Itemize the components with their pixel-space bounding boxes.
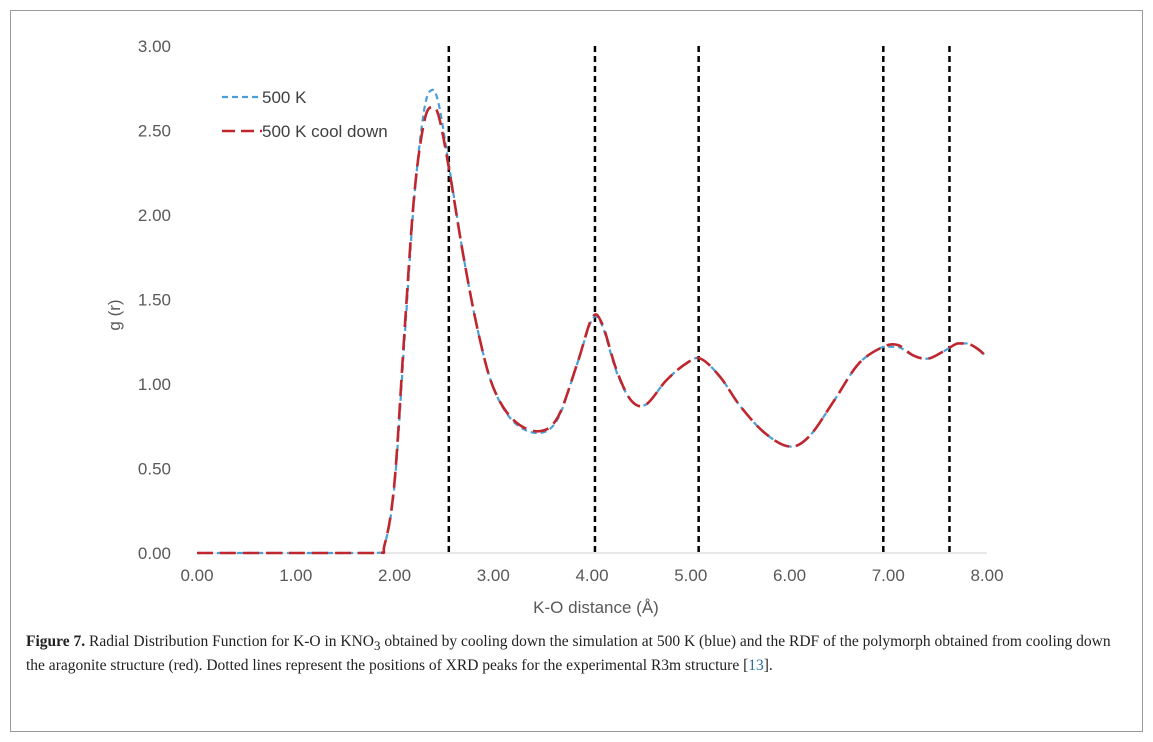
- y-tick-label: 3.00: [138, 37, 171, 56]
- caption-text-3: ].: [763, 657, 773, 675]
- x-tick-label: 1.00: [279, 566, 312, 585]
- y-tick-label: 2.50: [138, 122, 171, 141]
- x-tick-label: 4.00: [575, 566, 608, 585]
- caption-subscript: 3: [374, 638, 381, 654]
- x-tick-label: 3.00: [477, 566, 510, 585]
- series-layer: [197, 88, 988, 555]
- y-tick-label: 0.50: [138, 460, 171, 479]
- y-tick-label: 2.00: [138, 206, 171, 225]
- caption-text-2: obtained by cooling down the simulation …: [26, 633, 1111, 675]
- legend-label: 500 K cool down: [262, 122, 388, 141]
- x-tick-label: 7.00: [872, 566, 905, 585]
- y-tick-label: 1.00: [138, 375, 171, 394]
- caption-text-1: Radial Distribution Function for K-O in …: [85, 633, 375, 650]
- axes-layer: 0.00 1.00 2.00 3.00 4.00 5.00 6.00 7.00 8.00 0.00…: [138, 37, 1004, 585]
- figure-caption: Figure 7. Radial Distribution Function f…: [26, 632, 1126, 676]
- figure-label: Figure 7.: [26, 633, 86, 650]
- y-tick-label: 1.50: [138, 291, 171, 310]
- y-axis-title: g (r): [105, 299, 124, 330]
- x-tick-label: 0.00: [180, 566, 213, 585]
- series-line-2: [197, 105, 988, 555]
- series-line-1: [197, 88, 988, 555]
- x-tick-label: 8.00: [970, 566, 1003, 585]
- x-axis-title: K-O distance (Å): [533, 598, 659, 617]
- legend: 500 K 500 K cool down: [222, 88, 388, 141]
- legend-label: 500 K: [262, 88, 307, 107]
- caption-reference-link[interactable]: 13: [748, 657, 764, 675]
- x-tick-label: 5.00: [674, 566, 707, 585]
- x-tick-label: 2.00: [378, 566, 411, 585]
- x-tick-label: 6.00: [773, 566, 806, 585]
- figure-frame: [10, 10, 1143, 732]
- reference-lines: [447, 46, 951, 553]
- y-tick-label: 0.00: [138, 544, 171, 563]
